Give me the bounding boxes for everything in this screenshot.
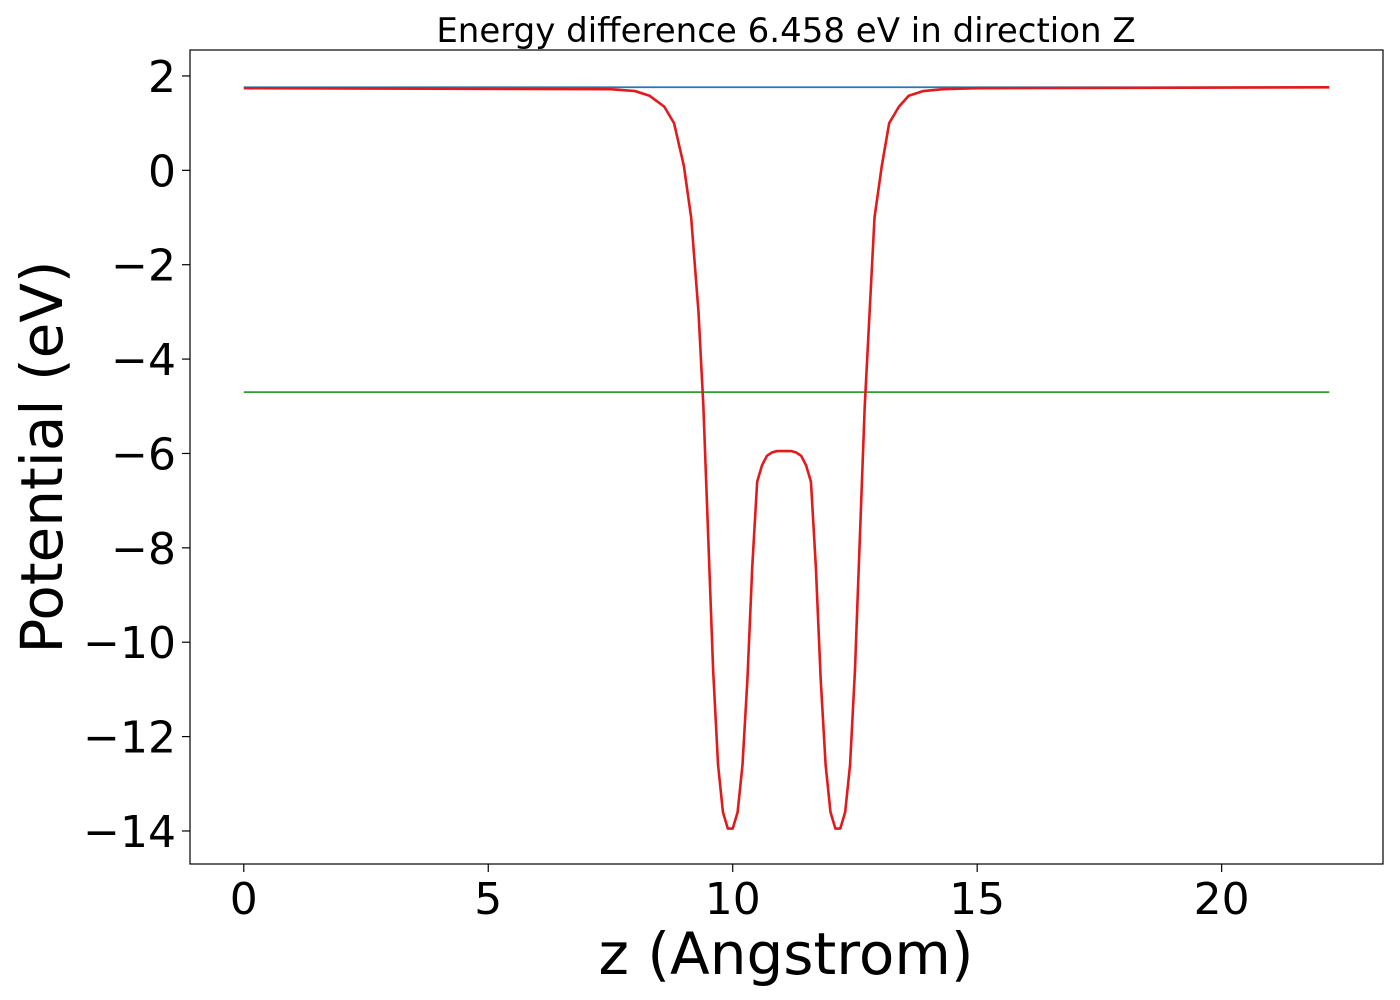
x-tick-label: 10	[705, 874, 761, 925]
y-tick-label: −14	[83, 807, 176, 858]
x-tick-label: 15	[949, 874, 1005, 925]
x-axis-label: z (Angstrom)	[599, 920, 974, 988]
y-tick-label: −2	[111, 241, 176, 292]
y-tick-label: −4	[111, 335, 176, 386]
series-line-3	[243, 85, 1330, 830]
plot-area-frame	[189, 49, 1384, 865]
y-tick-label: −12	[83, 713, 176, 764]
series-layer	[243, 85, 1330, 830]
x-tick-label: 20	[1194, 874, 1250, 925]
y-tick-label: −10	[83, 618, 176, 669]
x-tick-label: 0	[230, 874, 258, 925]
chart-title: Energy difference 6.458 eV in direction …	[436, 11, 1135, 51]
y-axis-label: Potential (eV)	[8, 260, 76, 653]
y-tick-label: 2	[148, 52, 176, 103]
y-tick-label: −6	[111, 429, 176, 480]
x-tick-label: 5	[474, 874, 502, 925]
y-tick-label: −8	[111, 524, 176, 575]
y-tick-label: 0	[148, 146, 176, 197]
